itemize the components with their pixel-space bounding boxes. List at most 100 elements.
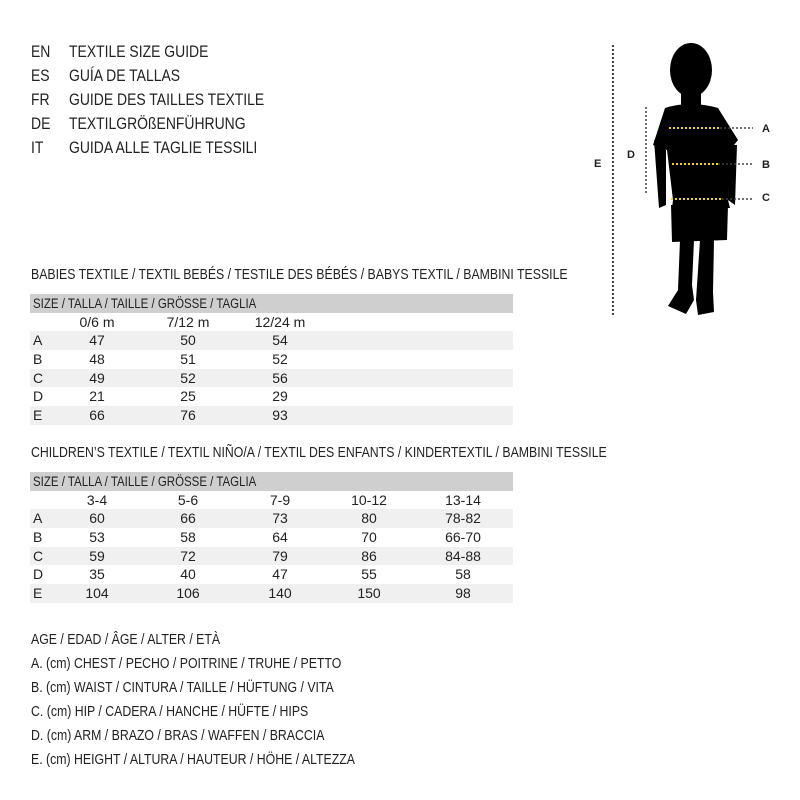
table-row: E 66 76 93 <box>30 406 513 425</box>
size-header-row: SIZE / TALLA / TAILLE / GRÖSSE / TAGLIA <box>30 472 513 491</box>
column-header: 7-9 <box>269 491 291 508</box>
row-label: D <box>33 566 44 583</box>
label-a: A <box>762 123 770 135</box>
table-cell: 51 <box>180 351 196 368</box>
column-header: 7/12 m <box>166 313 210 330</box>
table-cell: 50 <box>180 332 196 349</box>
row-label: C <box>33 369 44 386</box>
table-cell: 66 <box>180 510 196 527</box>
row-label: B <box>33 351 43 368</box>
legend-text: A. (cm) CHEST / PECHO / POITRINE / TRUHE… <box>31 655 342 672</box>
table-cell: 78-82 <box>445 510 481 527</box>
row-label: D <box>33 388 44 405</box>
language-code: EN <box>31 42 51 61</box>
table-cell: 47 <box>272 566 288 583</box>
table-cell: 60 <box>89 510 105 527</box>
measure-lines <box>669 127 753 200</box>
table-row: A 60 66 73 80 78-82 <box>30 509 513 529</box>
table-cell: 58 <box>455 566 471 583</box>
table-row: B 48 51 52 <box>30 350 513 369</box>
table-cell: 73 <box>272 510 288 527</box>
table-row: C 49 52 56 <box>30 368 513 388</box>
row-label: A <box>33 510 43 527</box>
table-cell: 54 <box>272 332 288 349</box>
table-cell: 84-88 <box>445 547 481 564</box>
table-cell: 49 <box>89 369 105 386</box>
table-cell: 58 <box>180 529 196 546</box>
table-row: B 53 58 64 70 66-70 <box>30 528 513 547</box>
size-columns-row: 0/6 m 7/12 m 12/24 m <box>30 313 513 332</box>
legend-text: AGE / EDAD / ÂGE / ALTER / ETÀ <box>31 631 221 648</box>
size-header-text: SIZE / TALLA / TAILLE / GRÖSSE / TAGLIA <box>33 473 257 489</box>
table-cell: 52 <box>272 351 288 368</box>
column-header: 12/24 m <box>254 313 306 330</box>
legend-line: B. (cm) WAIST / CINTURA / TAILLE / HÜFTU… <box>31 676 426 700</box>
legend-line: E. (cm) HEIGHT / ALTURA / HAUTEUR / HÖHE… <box>31 748 426 772</box>
table-cell: 35 <box>89 566 105 583</box>
babies-section-title: BABIES TEXTILE / TEXTIL BEBÉS / TESTILE … <box>31 266 568 283</box>
label-c: C <box>762 192 770 204</box>
table-cell: 66 <box>89 407 105 424</box>
legend-line: C. (cm) HIP / CADERA / HANCHE / HÜFTE / … <box>31 700 426 724</box>
row-label: E <box>33 407 43 424</box>
label-b: B <box>762 159 770 171</box>
column-header: 3-4 <box>86 491 108 508</box>
language-title: GUIDA ALLE TAGLIE TESSILI <box>69 138 258 157</box>
size-header-text: SIZE / TALLA / TAILLE / GRÖSSE / TAGLIA <box>33 295 257 311</box>
language-title: TEXTILE SIZE GUIDE <box>69 42 209 61</box>
legend-line: AGE / EDAD / ÂGE / ALTER / ETÀ <box>31 628 426 652</box>
column-header: 5-6 <box>177 491 199 508</box>
table-cell: 59 <box>89 547 105 564</box>
size-header-row: SIZE / TALLA / TAILLE / GRÖSSE / TAGLIA <box>30 294 513 313</box>
table-row: A 47 50 54 <box>30 331 513 351</box>
language-title: GUIDE DES TAILLES TEXTILE <box>69 90 265 109</box>
table-cell: 66-70 <box>445 529 481 546</box>
table-cell: 47 <box>89 332 105 349</box>
row-label: A <box>33 332 43 349</box>
table-cell: 150 <box>357 585 381 602</box>
legend-text: B. (cm) WAIST / CINTURA / TAILLE / HÜFTU… <box>31 679 334 696</box>
table-cell: 104 <box>85 585 109 602</box>
table-cell: 40 <box>180 566 196 583</box>
language-code: FR <box>31 90 50 109</box>
row-label: B <box>33 529 43 546</box>
table-cell: 64 <box>272 529 288 546</box>
size-columns-row: 3-4 5-6 7-9 10-12 13-14 <box>30 491 513 510</box>
legend-line: D. (cm) ARM / BRAZO / BRAS / WAFFEN / BR… <box>31 724 426 748</box>
column-header: 10-12 <box>351 491 387 508</box>
table-cell: 76 <box>180 407 196 424</box>
table-row: D 35 40 47 55 58 <box>30 565 513 584</box>
table-cell: 140 <box>268 585 292 602</box>
table-cell: 55 <box>361 566 377 583</box>
children-section-title: CHILDREN’S TEXTILE / TEXTIL NIÑO/A / TEX… <box>31 444 607 461</box>
table-cell: 98 <box>455 585 471 602</box>
table-cell: 52 <box>180 369 196 386</box>
language-title: TEXTILGRÖßENFÜHRUNG <box>69 114 246 133</box>
column-header: 13-14 <box>445 491 481 508</box>
table-cell: 70 <box>361 529 377 546</box>
table-cell: 106 <box>176 585 200 602</box>
language-title: GUÍA DE TALLAS <box>69 66 181 85</box>
row-label: C <box>33 547 44 564</box>
table-cell: 72 <box>180 547 196 564</box>
language-code: DE <box>31 114 51 133</box>
table-cell: 80 <box>361 510 377 527</box>
table-row: D 21 25 29 <box>30 387 513 406</box>
legend-text: E. (cm) HEIGHT / ALTURA / HAUTEUR / HÖHE… <box>31 751 355 768</box>
table-row: E 104 106 140 150 98 <box>30 584 513 603</box>
child-silhouette-figure: A B C D E <box>594 43 770 316</box>
child-silhouette <box>653 43 738 315</box>
table-cell: 53 <box>89 529 105 546</box>
table-cell: 48 <box>89 351 105 368</box>
table-cell: 86 <box>361 547 377 564</box>
legend-text: C. (cm) HIP / CADERA / HANCHE / HÜFTE / … <box>31 703 309 720</box>
table-row: C 59 72 79 86 84-88 <box>30 546 513 566</box>
legend-text: D. (cm) ARM / BRAZO / BRAS / WAFFEN / BR… <box>31 727 325 744</box>
column-header: 0/6 m <box>79 313 115 330</box>
language-code: ES <box>31 66 50 85</box>
table-cell: 56 <box>272 369 288 386</box>
table-cell: 93 <box>272 407 288 424</box>
label-d: D <box>627 149 635 161</box>
table-cell: 25 <box>180 388 196 405</box>
measurement-legend: AGE / EDAD / ÂGE / ALTER / ETÀ A. (cm) CH… <box>31 628 426 772</box>
